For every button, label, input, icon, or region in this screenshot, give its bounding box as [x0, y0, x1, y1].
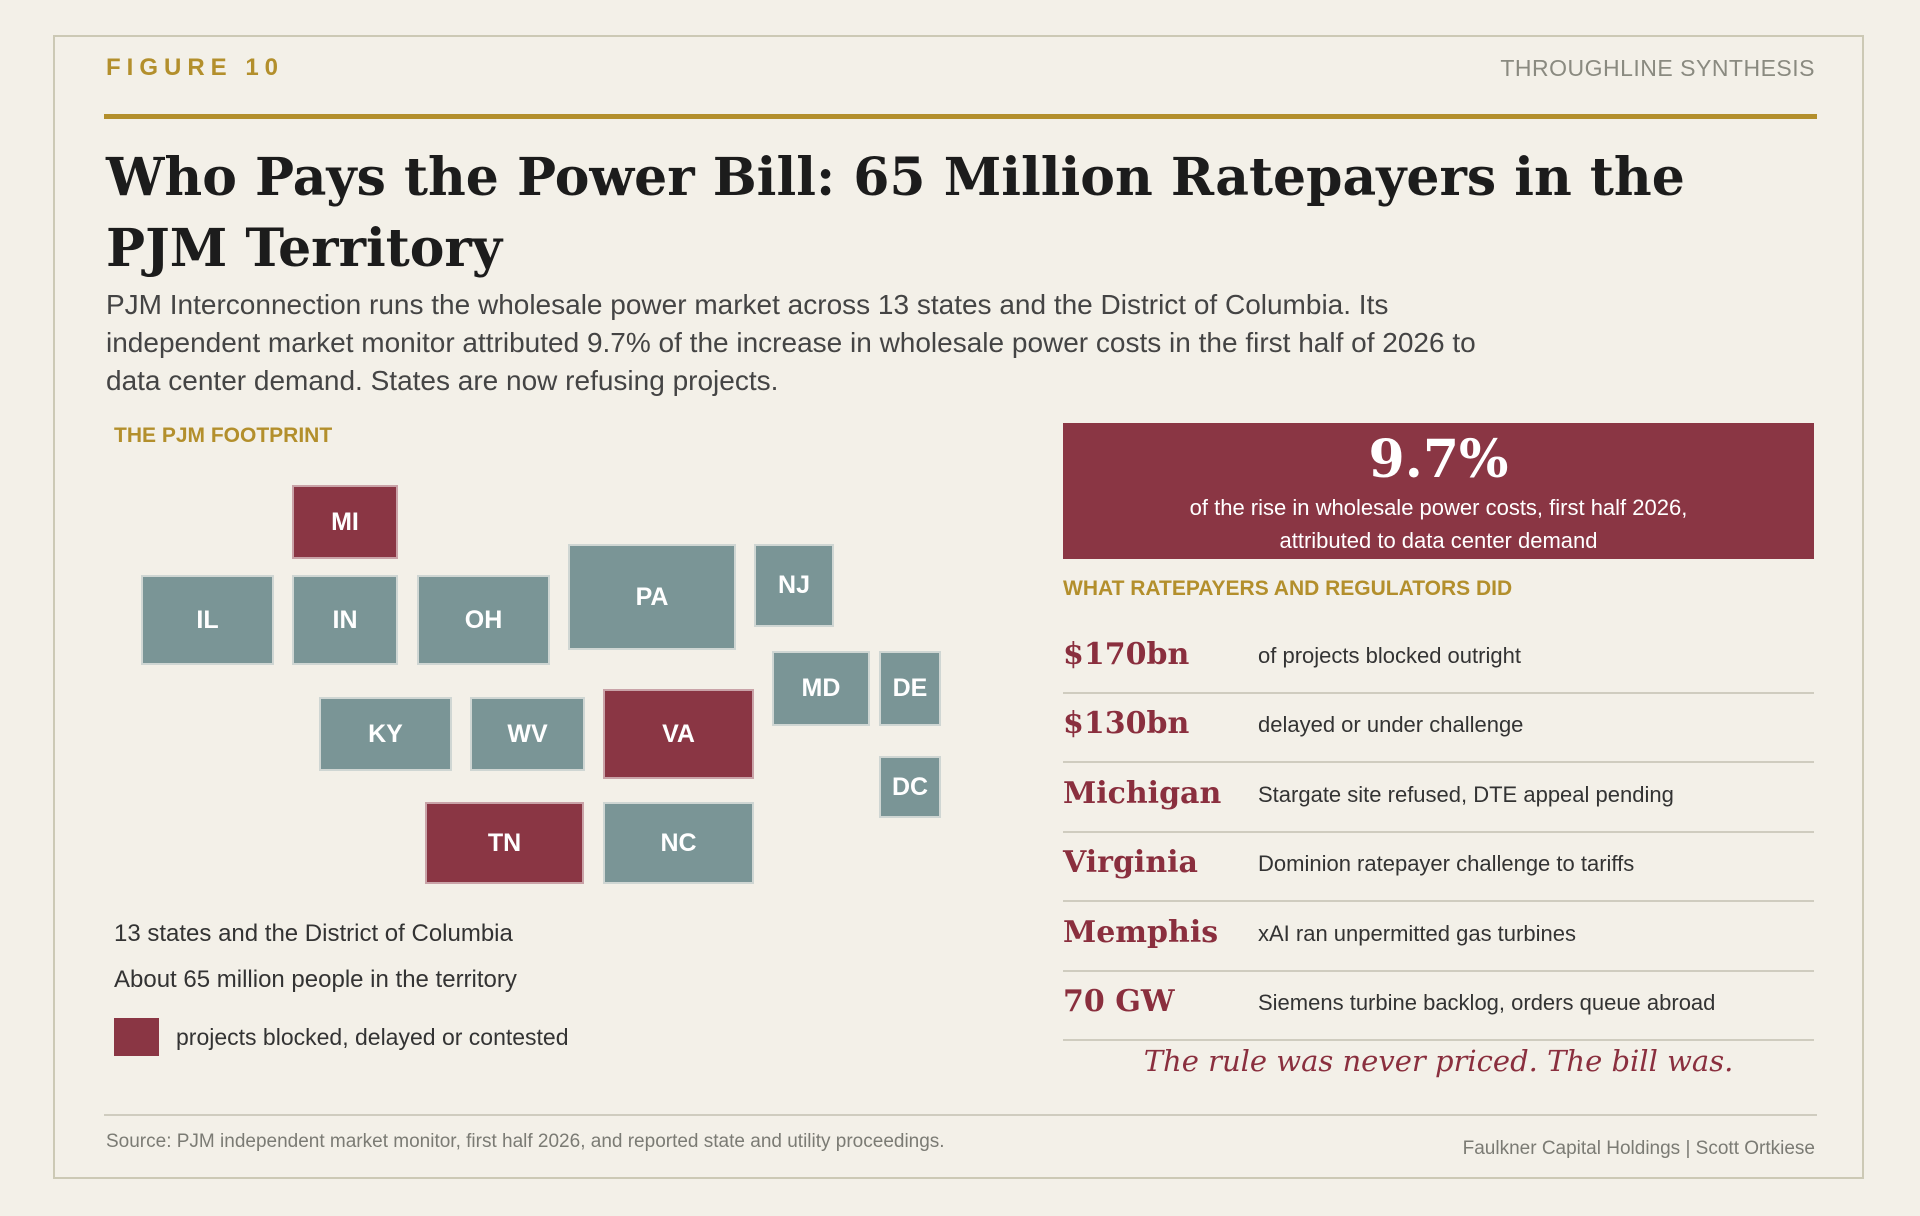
map-heading: THE PJM FOOTPRINT: [114, 424, 333, 447]
map-note-states: 13 states and the District of Columbia: [114, 920, 513, 947]
action-desc: of projects blocked outright: [1258, 643, 1521, 668]
state-label: DC: [891, 772, 929, 801]
source-note: Source: PJM independent market monitor, …: [106, 1131, 945, 1152]
action-key: Michigan: [1063, 776, 1222, 811]
action-desc: Dominion ratepayer challenge to tariffs: [1258, 851, 1635, 876]
action-key: 70 GW: [1063, 984, 1175, 1019]
figure-frame: [53, 35, 1864, 1179]
state-label: TN: [487, 828, 522, 857]
legend-label: projects blocked, delayed or contested: [176, 1024, 569, 1050]
header-rule: [104, 114, 1817, 119]
state-label: IN: [332, 605, 358, 634]
action-key: $170bn: [1063, 637, 1190, 672]
action-row: Memphis xAI ran unpermitted gas turbines: [1063, 901, 1814, 972]
action-desc: Siemens turbine backlog, orders queue ab…: [1258, 990, 1716, 1015]
key-stat-caption-line1: of the rise in wholesale power costs, fi…: [1189, 495, 1688, 520]
state-label: MI: [331, 507, 359, 536]
closing-quote: The rule was never priced. The bill was.: [1143, 1044, 1734, 1078]
credit-line: Faulkner Capital Holdings | Scott Ortkie…: [1462, 1138, 1815, 1159]
key-stat-caption-line2: attributed to data center demand: [1279, 528, 1598, 553]
action-row: $170bn of projects blocked outright: [1063, 623, 1814, 694]
figure-label: FIGURE 10: [106, 54, 285, 81]
state-label: PA: [635, 582, 669, 611]
state-tile-ky: KY: [319, 697, 452, 771]
page-title: Who Pays the Power Bill: 65 Million Rate…: [106, 147, 1685, 279]
state-tile-il: IL: [141, 575, 274, 665]
action-desc: delayed or under challenge: [1258, 712, 1524, 737]
state-label: IL: [196, 605, 219, 634]
action-row: $130bn delayed or under challenge: [1063, 692, 1814, 763]
state-tile-dc: DC: [879, 756, 941, 818]
state-tile-de: DE: [879, 651, 941, 726]
state-tile-mi: MI: [292, 485, 398, 559]
legend-swatch: [114, 1018, 159, 1056]
action-desc: Stargate site refused, DTE appeal pendin…: [1258, 782, 1674, 807]
subtitle: PJM Interconnection runs the wholesale p…: [106, 289, 1476, 396]
actions-heading: WHAT RATEPAYERS AND REGULATORS DID: [1063, 577, 1513, 600]
state-tile-in: IN: [292, 575, 398, 665]
key-stat-value: 9.7%: [1368, 429, 1509, 490]
brand-name: THROUGHLINE SYNTHESIS: [1500, 55, 1815, 81]
state-label: KY: [368, 719, 403, 748]
state-tile-tn: TN: [425, 802, 584, 884]
state-label: OH: [464, 605, 503, 634]
state-tile-nj: NJ: [754, 544, 834, 627]
state-tile-pa: PA: [568, 544, 736, 650]
footer-rule: [104, 1114, 1817, 1116]
action-key: Virginia: [1063, 845, 1198, 880]
key-stat-box: 9.7% of the rise in wholesale power cost…: [1063, 423, 1814, 559]
state-label: WV: [507, 719, 548, 748]
state-tile-md: MD: [772, 651, 870, 726]
key-stat-caption: of the rise in wholesale power costs, fi…: [1063, 491, 1814, 557]
action-row: Michigan Stargate site refused, DTE appe…: [1063, 762, 1814, 833]
state-tile-nc: NC: [603, 802, 754, 884]
action-row: 70 GW Siemens turbine backlog, orders qu…: [1063, 970, 1814, 1041]
action-row: Virginia Dominion ratepayer challenge to…: [1063, 831, 1814, 902]
state-label: DE: [892, 674, 928, 702]
state-label: NJ: [778, 571, 810, 599]
action-key: $130bn: [1063, 706, 1190, 741]
state-tile-wv: WV: [470, 697, 585, 771]
action-desc: xAI ran unpermitted gas turbines: [1258, 921, 1576, 946]
map-note-population: About 65 million people in the territory: [114, 966, 517, 993]
state-tile-oh: OH: [417, 575, 550, 665]
state-tile-va: VA: [603, 689, 754, 779]
state-label: VA: [662, 719, 695, 748]
action-key: Memphis: [1063, 915, 1219, 950]
state-label: MD: [801, 674, 841, 702]
state-label: NC: [660, 828, 697, 857]
